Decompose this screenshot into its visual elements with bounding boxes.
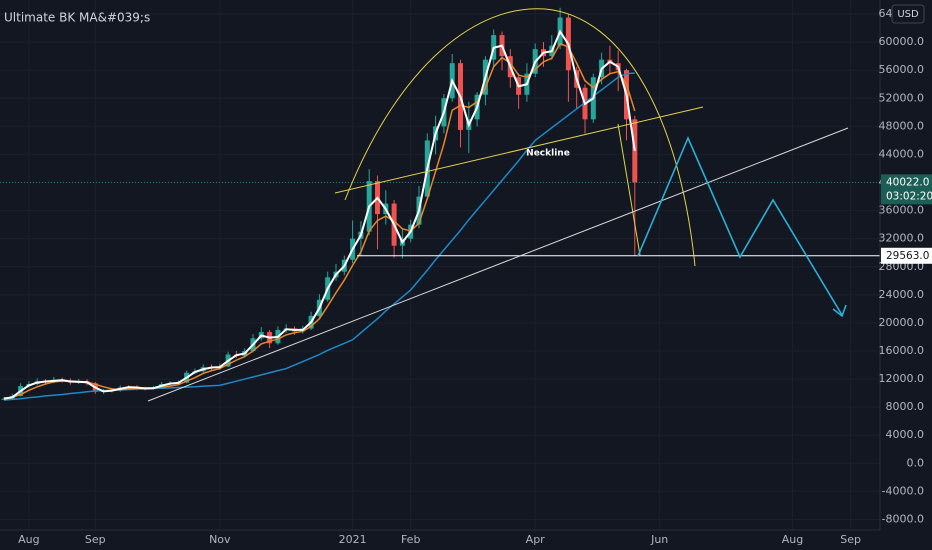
y-tick-label: 44000.0 (879, 147, 925, 160)
x-tick-label: Nov (209, 533, 231, 546)
x-tick-label: Sep (85, 533, 106, 546)
projection-arrow (832, 304, 847, 318)
x-tick-label: Aug (782, 533, 803, 546)
currency-badge[interactable] (891, 4, 925, 24)
drawings (147, 8, 849, 402)
x-tick-label: Jun (650, 533, 668, 546)
annotation: Neckline (526, 149, 570, 159)
chart-title: Ultimate BK MA&#039;s (4, 11, 150, 25)
y-tick-label: 52000.0 (879, 91, 925, 104)
x-tick-label: Feb (401, 533, 420, 546)
marks (0, 7, 880, 401)
drop-line (617, 123, 641, 256)
last-price-label: 40022.0 (886, 176, 929, 188)
y-tick-label: -4000.0 (882, 484, 924, 497)
axis: -8000.0 -4000.0 0.0 4000.0 8000.0 12000.0 1600… (18, 7, 932, 546)
y-tick-label: 56000.0 (879, 63, 925, 76)
y-tick-label: 20000.0 (879, 316, 925, 329)
projection-path (637, 135, 843, 316)
grid (0, 0, 880, 530)
cup-arc (344, 8, 696, 267)
y-tick-label: 0.0 (907, 456, 925, 469)
y-tick-label: -8000.0 (882, 512, 924, 525)
y-tick-label: 24000.0 (879, 288, 925, 301)
trendline (147, 127, 849, 402)
x-tick-label: Apr (526, 533, 546, 546)
x-tick-label: Aug (18, 533, 39, 546)
support-box (881, 247, 932, 264)
moving-average (3, 29, 636, 400)
y-tick-label: 48000.0 (879, 119, 925, 132)
x-tick-label: 2021 (339, 533, 367, 546)
neckline (334, 106, 704, 194)
y-tick-label: 4000.0 (886, 428, 925, 441)
last-price-box (881, 174, 932, 205)
currency-label[interactable]: USD (897, 9, 919, 20)
candle-body (1, 398, 7, 400)
y-tick-label: 60000.0 (879, 35, 925, 48)
support-label: 29563.0 (886, 250, 929, 262)
x-tick-label: Sep (840, 533, 861, 546)
y-tick-label: 36000.0 (879, 204, 925, 217)
y-tick-label: 12000.0 (879, 372, 925, 385)
y-tick-label: 32000.0 (879, 232, 925, 245)
y-tick-label: 16000.0 (879, 344, 925, 357)
y-tick-label: 8000.0 (886, 400, 925, 413)
countdown-label: 03:02:20 (886, 190, 932, 202)
